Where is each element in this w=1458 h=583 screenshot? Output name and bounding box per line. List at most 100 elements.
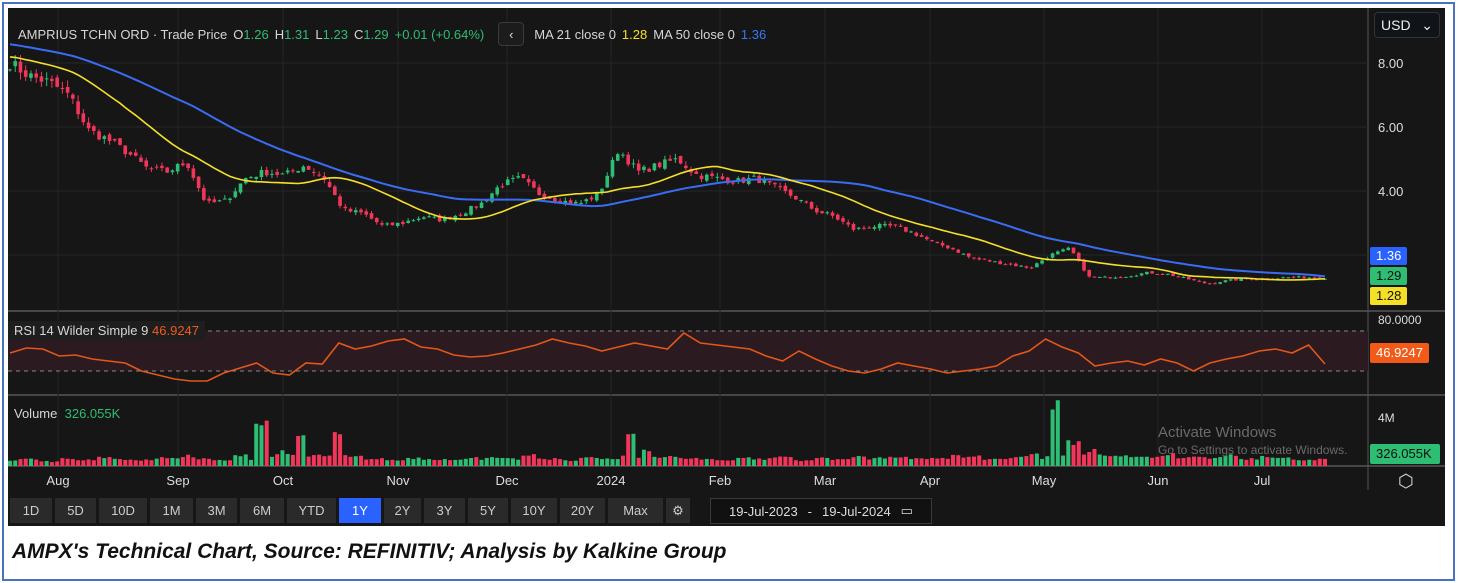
range-toolbar: 1D 5D 10D 1M 3M 6M YTD 1Y 2Y 3Y 5Y 10Y 20Y Max ⚙	[10, 498, 690, 523]
volume-bar	[930, 457, 935, 466]
volume-bar	[1296, 460, 1301, 466]
settings-hex-icon[interactable]: ⬡	[1398, 471, 1414, 491]
volume-bar	[814, 458, 819, 466]
volume-bar	[1197, 456, 1202, 466]
volume-bar	[217, 459, 222, 466]
range-button-20y[interactable]: 20Y	[560, 498, 605, 523]
volume-bar	[893, 457, 898, 466]
currency-select[interactable]: USD ⌄	[1374, 12, 1440, 38]
candle	[296, 170, 300, 173]
range-button-10d[interactable]: 10D	[99, 498, 147, 523]
chart-canvas[interactable]	[8, 8, 1445, 526]
volume-bar	[1123, 455, 1128, 466]
rsi-label: RSI 14 Wilder Simple 9	[14, 323, 149, 338]
range-button-6m[interactable]: 6M	[240, 498, 284, 523]
range-button-10y[interactable]: 10Y	[511, 498, 557, 523]
range-button-ytd[interactable]: YTD	[287, 498, 336, 523]
range-button-1y[interactable]: 1Y	[339, 498, 381, 523]
time-axis-label: May	[1031, 473, 1057, 488]
volume-bar	[264, 420, 269, 466]
candle	[422, 217, 426, 219]
candle	[264, 169, 269, 176]
volume-bar	[992, 458, 997, 466]
candle	[8, 69, 12, 71]
candle	[505, 179, 510, 185]
candle	[904, 226, 908, 232]
collapse-legend-button[interactable]: ‹	[498, 22, 525, 46]
candle	[925, 237, 929, 240]
candle	[1207, 283, 1212, 285]
candle	[767, 180, 772, 183]
volume-bar	[332, 432, 337, 466]
volume-bar	[872, 458, 877, 466]
candle	[746, 178, 751, 185]
volume-bar	[888, 456, 893, 466]
range-button-5y[interactable]: 5Y	[468, 498, 508, 523]
candle	[500, 186, 505, 188]
date-range-picker[interactable]: 19-Jul-2023 - 19-Jul-2024 ▭	[710, 498, 932, 524]
ma50-label: MA 50 close 0	[653, 26, 735, 42]
ma21-price-tag: 1.28	[1370, 287, 1408, 305]
close-price-tag: 1.29	[1370, 267, 1408, 285]
candle	[1297, 276, 1301, 278]
date-to[interactable]: 19-Jul-2024	[822, 503, 891, 519]
candle	[898, 225, 903, 227]
volume-bar	[882, 458, 887, 466]
ma21-value: 1.28	[621, 26, 648, 42]
volume-bar	[159, 457, 164, 466]
candle	[993, 261, 997, 263]
range-button-3y[interactable]: 3Y	[424, 498, 465, 523]
volume-bar	[301, 435, 306, 466]
candle	[872, 227, 877, 229]
gear-icon[interactable]: ⚙	[666, 498, 690, 523]
candle	[1160, 273, 1165, 275]
candle	[647, 168, 651, 172]
rsi-value: 46.9247	[152, 323, 200, 338]
volume-bar	[411, 459, 416, 466]
candle	[401, 221, 405, 225]
candle	[228, 198, 232, 201]
volume-bar	[1186, 457, 1191, 466]
candle	[154, 166, 159, 168]
range-button-3m[interactable]: 3M	[196, 498, 237, 523]
candle	[1014, 263, 1018, 267]
candle	[133, 152, 138, 156]
volume-bar	[228, 460, 233, 466]
candle	[1092, 276, 1097, 278]
candle	[1281, 277, 1285, 279]
volume-bar	[867, 459, 872, 466]
candle	[128, 152, 133, 155]
volume-bar	[971, 456, 976, 466]
range-button-max[interactable]: Max	[608, 498, 663, 523]
volume-bar	[1244, 459, 1249, 466]
date-from[interactable]: 19-Jul-2023	[729, 503, 798, 519]
candle	[1139, 273, 1144, 276]
range-button-2y[interactable]: 2Y	[384, 498, 421, 523]
volume-bar	[1082, 454, 1087, 466]
volume-bar	[751, 459, 756, 466]
volume-bar	[123, 459, 128, 466]
range-button-1m[interactable]: 1M	[150, 498, 193, 523]
volume-bar	[23, 458, 28, 466]
candle	[458, 214, 463, 216]
candle	[1202, 281, 1207, 284]
range-button-1d[interactable]: 1D	[10, 498, 52, 523]
volume-bar	[275, 454, 280, 466]
candle	[1071, 247, 1076, 254]
volume-bar	[725, 460, 730, 466]
volume-bar	[290, 454, 295, 466]
candle	[259, 170, 264, 178]
candle	[1228, 279, 1233, 281]
candle	[804, 201, 809, 203]
candle	[301, 166, 306, 172]
chart-widget: AMPRIUS TCHN ORD · Trade Price O1.26 H1.…	[8, 8, 1445, 526]
volume-bar	[1024, 456, 1029, 466]
candle	[285, 170, 290, 173]
candle	[830, 212, 835, 216]
candle	[217, 200, 222, 202]
range-button-5d[interactable]: 5D	[55, 498, 96, 523]
volume-bar	[961, 457, 966, 466]
candle	[18, 61, 23, 73]
calendar-icon[interactable]: ▭	[900, 503, 913, 518]
candle	[1024, 266, 1029, 268]
